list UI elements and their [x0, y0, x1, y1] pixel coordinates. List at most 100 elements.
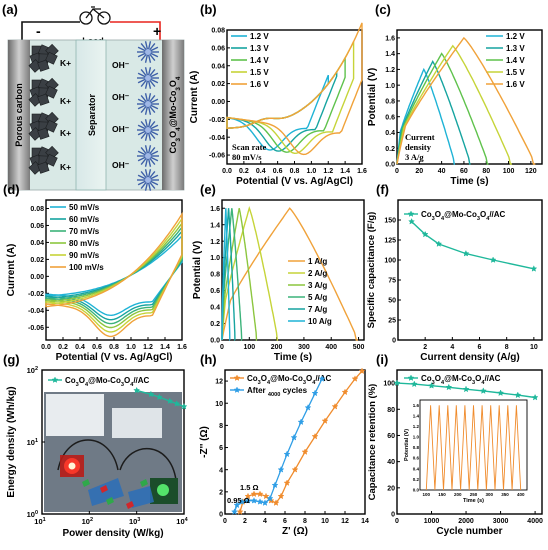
wire-loop [119, 447, 177, 481]
x-tick-label: 1.4 [160, 344, 170, 351]
data-point [393, 379, 401, 387]
y-tick-label: 102 [27, 366, 38, 375]
legend-marker [51, 376, 59, 383]
x-tick-label: 20 [415, 168, 423, 175]
data-point [351, 375, 359, 382]
x-tick-label: 10 [530, 344, 538, 351]
paper-sheet [112, 408, 162, 438]
x-tick-label: 1.2 [323, 168, 333, 175]
x-tick-label: 40 [438, 168, 446, 175]
data-point [283, 479, 291, 486]
porous-carbon-particle [28, 77, 59, 107]
k-ion-label: K+ [60, 128, 71, 138]
y-tick-label: 1.4 [210, 222, 220, 229]
y-tick-label: 100 [27, 510, 38, 519]
gcd-curve-10Ag [221, 208, 231, 341]
y-tick-label: 50 [388, 298, 396, 305]
x-tick-label: 2 [243, 518, 247, 525]
y-axis-label: Current (A) [6, 244, 17, 297]
data-point [301, 448, 309, 455]
separator [75, 39, 107, 191]
data-point [155, 393, 163, 401]
inset-y-tick-label: 1.2 [413, 424, 420, 429]
inset-y-tick-label: 0.8 [413, 445, 420, 450]
inset-x-tick-label: 250 [470, 492, 478, 497]
current-density-label: density [405, 142, 432, 152]
legend-marker [233, 386, 241, 393]
panel-label: (d) [3, 182, 20, 197]
data-point [479, 387, 487, 394]
x-tick-label: 10 [321, 518, 329, 525]
inset-frame [419, 399, 528, 491]
legend-label: 70 mV/s [69, 227, 100, 236]
x-axis-label: Time (s) [450, 176, 488, 187]
wire-right [110, 21, 161, 40]
x-tick-label: 102 [82, 517, 93, 526]
y-tick-label: 20 [387, 485, 395, 492]
x-axis-label: Power density (W/kg) [62, 528, 163, 539]
y-tick-label: 6 [219, 445, 223, 452]
carbon-flake [37, 127, 50, 140]
cv-curve-60mVs [45, 229, 183, 321]
carbon-flake [37, 93, 50, 106]
y-axis-label: -Z'' (Ω) [199, 426, 210, 458]
current-collector-left [8, 40, 30, 190]
x-tick-label: 0.2 [239, 168, 249, 175]
plus-sign: + [153, 23, 161, 39]
wire-left [21, 21, 80, 40]
carbon-flake [37, 161, 50, 174]
oh-ion-label: OH⁻ [112, 92, 130, 102]
y-tick-label: 1.6 [210, 206, 220, 213]
x-tick-label: 1.6 [177, 344, 187, 351]
co3o4-nanoflower [137, 67, 159, 89]
panel-label: (c) [375, 2, 391, 17]
y-axis-label: Specific capacitance (F/g) [366, 212, 377, 329]
x-tick-label: 0.4 [75, 344, 85, 351]
data-point [290, 433, 298, 441]
co3o4-nanoflower [137, 119, 159, 141]
legend-label: 1.5 V [250, 68, 269, 77]
oh-ion-label: OH⁻ [112, 60, 130, 70]
left-electrode-label: Porous carbon [14, 83, 24, 147]
scan-rate-value: 80 mV/s [232, 152, 262, 162]
data-point [266, 494, 274, 502]
y-tick-label: 0.02 [211, 81, 225, 88]
panel-label: (g) [3, 352, 20, 367]
y-tick-label: 60 [387, 433, 395, 440]
inset-x-tick-label: 300 [485, 492, 493, 497]
legend-label: 7 A/g [308, 305, 327, 314]
y-axis-label: Potential (V) [367, 68, 378, 126]
x-tick-label: 103 [129, 517, 140, 526]
data-point [321, 417, 329, 424]
x-tick-label: 80 [482, 168, 490, 175]
x-tick-label: 0 [223, 518, 227, 525]
k-ion-label: K+ [60, 96, 71, 106]
flower-core [145, 153, 151, 159]
inset-y-tick-label: 1.0 [413, 435, 420, 440]
y-tick-label: 0.02 [30, 257, 44, 264]
y-tick-label: 101 [27, 438, 38, 447]
x-tick-label: 0.6 [92, 344, 102, 351]
inset-y-tick-label: 0.4 [413, 466, 420, 471]
plot-frame [221, 199, 365, 341]
gcd-curve-2Ag [221, 205, 278, 341]
x-axis-label: Z' (Ω) [282, 526, 308, 537]
y-tick-label: -0.04 [28, 308, 44, 315]
legend-label: 60 mV/s [69, 215, 100, 224]
x-tick-label: 14 [361, 518, 369, 525]
data-point [318, 375, 326, 382]
y-tick-label: 1.4 [385, 51, 395, 58]
plot-frame [224, 369, 366, 515]
y-axis-label: Capacitance retention (%) [367, 384, 378, 501]
k-ion-label: K+ [60, 162, 71, 172]
panel-label: (e) [200, 182, 216, 197]
scan-rate-label: Scan rate [232, 142, 266, 152]
legend-label: 1.5 V [506, 68, 525, 77]
y-tick-label: 0 [219, 512, 223, 519]
y-tick-label: 0.00 [211, 99, 225, 106]
carbon-flake [44, 85, 58, 99]
y-tick-label: 25 [388, 318, 396, 325]
y-tick-label: 150 [384, 218, 396, 225]
